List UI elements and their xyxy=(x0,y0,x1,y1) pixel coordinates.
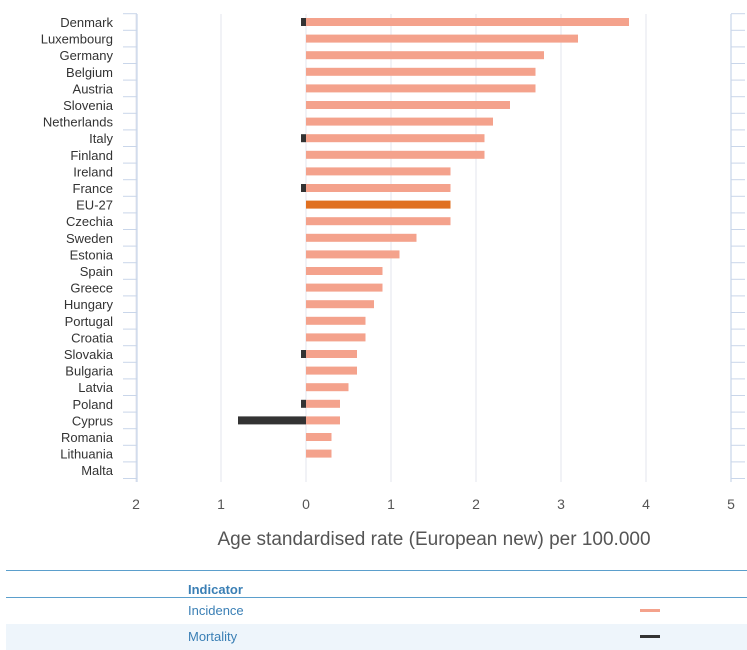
legend-header: Indicator xyxy=(6,570,747,598)
x-tick-label: 1 xyxy=(217,496,225,512)
category-label: EU-27 xyxy=(76,198,113,213)
incidence-bar[interactable] xyxy=(306,184,451,192)
x-tick-label: 3 xyxy=(557,496,565,512)
mortality-bar[interactable] xyxy=(238,416,306,425)
incidence-bar[interactable] xyxy=(306,67,536,76)
incidence-bar[interactable] xyxy=(306,34,578,43)
category-label: Slovenia xyxy=(63,98,114,113)
category-label: Croatia xyxy=(71,330,114,345)
category-label: Sweden xyxy=(66,231,113,246)
legend-title: Indicator xyxy=(188,582,243,597)
category-label: Estonia xyxy=(70,247,114,262)
incidence-bar[interactable] xyxy=(306,101,510,109)
incidence-bar[interactable] xyxy=(306,200,451,209)
bars xyxy=(238,18,629,458)
category-label: Spain xyxy=(80,264,113,279)
incidence-bar[interactable] xyxy=(306,267,383,275)
incidence-bar[interactable] xyxy=(306,399,340,408)
incidence-bar[interactable] xyxy=(306,150,485,159)
legend-table: Indicator Incidence Mortality xyxy=(6,570,747,650)
incidence-bar[interactable] xyxy=(306,350,357,358)
category-label: Ireland xyxy=(73,164,113,179)
category-label: Luxembourg xyxy=(41,32,113,47)
mortality-bar[interactable] xyxy=(301,18,306,26)
category-label: Poland xyxy=(73,397,113,412)
category-label: Denmark xyxy=(60,15,113,30)
mortality-bar[interactable] xyxy=(301,350,306,358)
category-label: Slovakia xyxy=(64,347,114,362)
mortality-bar[interactable] xyxy=(301,134,306,143)
mortality-bar[interactable] xyxy=(301,184,306,192)
category-label: Germany xyxy=(60,48,114,63)
category-label: Malta xyxy=(81,463,114,478)
incidence-bar[interactable] xyxy=(306,167,451,176)
incidence-bar[interactable] xyxy=(306,300,374,309)
category-label: Romania xyxy=(61,430,114,445)
category-label: Portugal xyxy=(65,314,114,329)
category-label: Hungary xyxy=(64,297,114,312)
legend-item-mortality[interactable]: Mortality xyxy=(6,624,747,650)
incidence-bar[interactable] xyxy=(306,84,536,93)
incidence-bar[interactable] xyxy=(306,449,332,458)
incidence-bar[interactable] xyxy=(306,416,340,425)
category-label: Lithuania xyxy=(60,447,114,462)
x-tick-label: 2 xyxy=(132,496,140,512)
category-label: Italy xyxy=(89,131,113,146)
category-label: Netherlands xyxy=(43,115,114,130)
incidence-bar[interactable] xyxy=(306,316,366,325)
x-tick-label: 5 xyxy=(727,496,735,512)
incidence-bar[interactable] xyxy=(306,366,357,375)
x-tick-label: 1 xyxy=(387,496,395,512)
legend-swatch-incidence xyxy=(640,609,660,612)
incidence-bar[interactable] xyxy=(306,51,544,60)
category-label: Czechia xyxy=(66,214,114,229)
incidence-bar[interactable] xyxy=(306,283,383,292)
incidence-bar[interactable] xyxy=(306,433,332,441)
category-label: Latvia xyxy=(78,380,113,395)
x-tick-label: 4 xyxy=(642,496,650,512)
category-label: Austria xyxy=(73,81,114,96)
legend-item-incidence[interactable]: Incidence xyxy=(6,598,747,624)
incidence-bar[interactable] xyxy=(306,117,493,126)
incidence-bar[interactable] xyxy=(306,383,349,392)
category-label: Finland xyxy=(70,148,113,163)
incidence-bar[interactable] xyxy=(306,333,366,342)
legend-label-mortality: Mortality xyxy=(188,629,238,644)
legend-swatch-mortality xyxy=(640,635,660,638)
gridlines xyxy=(123,13,745,482)
category-label: France xyxy=(73,181,113,196)
x-tick-label: 2 xyxy=(472,496,480,512)
incidence-bar[interactable] xyxy=(306,233,417,242)
category-label: Cyprus xyxy=(72,413,114,428)
incidence-bar[interactable] xyxy=(306,250,400,259)
x-tick-labels: 2 1 0 1 2 3 4 5 xyxy=(132,496,735,512)
x-tick-label: 0 xyxy=(302,496,310,512)
incidence-bar[interactable] xyxy=(306,18,629,26)
legend-label-incidence: Incidence xyxy=(188,603,244,618)
x-axis-title: Age standardised rate (European new) per… xyxy=(217,529,650,550)
mortality-bar[interactable] xyxy=(301,399,306,408)
incidence-bar[interactable] xyxy=(306,217,451,226)
category-label: Belgium xyxy=(66,65,113,80)
category-label: Greece xyxy=(70,281,113,296)
category-label: Bulgaria xyxy=(65,364,113,379)
incidence-bar[interactable] xyxy=(306,134,485,143)
